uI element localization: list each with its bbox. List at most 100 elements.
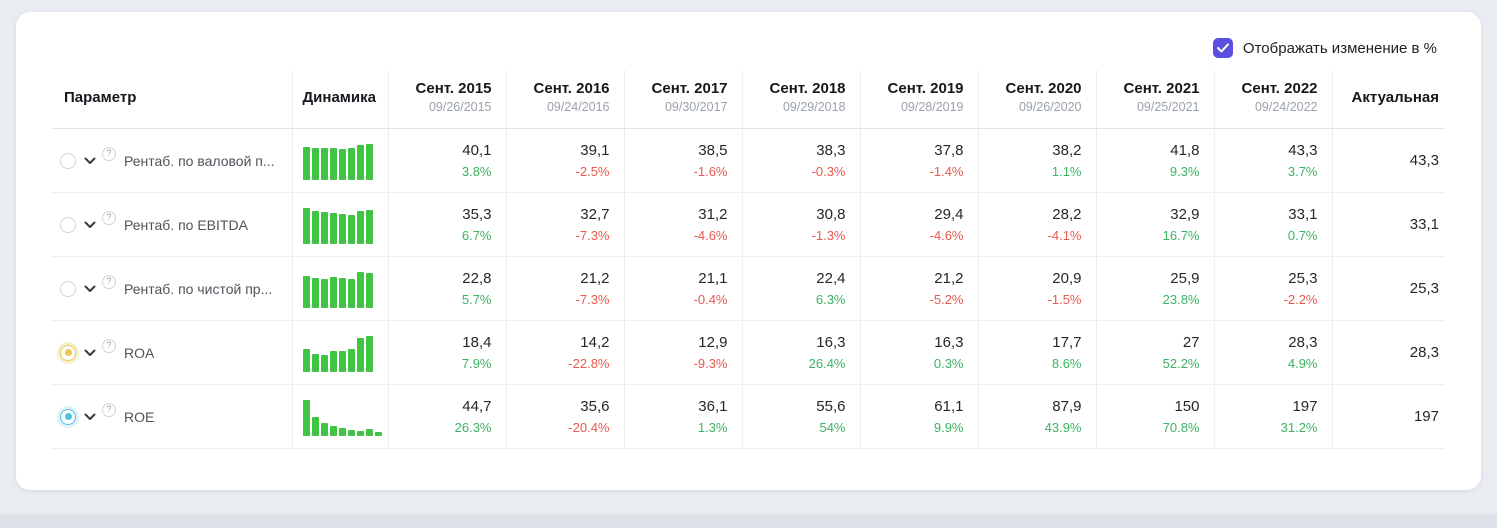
help-icon[interactable]: ? xyxy=(102,146,116,161)
period-date: 09/30/2017 xyxy=(664,100,728,114)
percent-change-toggle[interactable]: Отображать изменение в % xyxy=(1212,38,1437,58)
spark-bar xyxy=(320,354,328,372)
dynamics-cell xyxy=(291,320,388,385)
value-cell: 39,1 -2.5% xyxy=(505,128,624,193)
spark-bar xyxy=(347,147,355,180)
help-icon[interactable]: ? xyxy=(102,210,116,225)
col-header-period-2018: Сент. 2018 09/29/2018 xyxy=(741,70,860,129)
metric-value: 39,1 xyxy=(580,142,610,159)
sparkline-chart xyxy=(302,206,378,244)
metric-change: -2.5% xyxy=(575,164,610,179)
spark-bar xyxy=(302,275,310,308)
parameter-cell-content: ? ROE xyxy=(60,402,292,425)
spark-bar xyxy=(365,209,373,244)
col-header-period-2015: Сент. 2015 09/26/2015 xyxy=(387,70,506,129)
parameter-cell: ? ROA xyxy=(52,320,292,385)
chevron-down-icon[interactable] xyxy=(84,157,96,165)
metric-change: -22.8% xyxy=(568,356,610,371)
table-row[interactable]: ? Рентаб. по валовой п... 40,1 3.8% 39,1 -2.5… xyxy=(52,128,1445,193)
period-label: Сент. 2020 xyxy=(1005,80,1082,97)
spark-bar xyxy=(311,147,319,180)
value-cell: 16,3 0.3% xyxy=(859,320,978,385)
spark-bar xyxy=(338,350,346,372)
table-row[interactable]: ? Рентаб. по EBITDA 35,3 6.7% 32,7 -7.3% 31,2 -… xyxy=(52,192,1445,257)
help-icon[interactable]: ? xyxy=(102,338,116,353)
metric-change: 54% xyxy=(819,420,846,435)
metric-change: -1.5% xyxy=(1047,292,1082,307)
spark-bar xyxy=(356,337,364,372)
table-row[interactable]: ? ROA 18,4 7.9% 14,2 -22.8% 12,9 -9.3% 16,3 26.4%… xyxy=(52,320,1445,385)
metric-change: 1.1% xyxy=(1051,164,1082,179)
metric-change: 3.7% xyxy=(1287,164,1318,179)
value-cell: 35,6 -20.4% xyxy=(505,384,624,449)
metric-value: 35,6 xyxy=(580,398,610,415)
value-cell: 16,3 26.4% xyxy=(741,320,860,385)
parameter-name: Рентаб. по валовой п... xyxy=(124,152,275,169)
period-label: Сент. 2017 xyxy=(651,80,728,97)
value-cell: 43,3 3.7% xyxy=(1213,128,1332,193)
parameter-cell: ? ROE xyxy=(52,384,292,449)
chevron-down-icon[interactable] xyxy=(84,285,96,293)
actual-value-cell: 25,3 xyxy=(1331,256,1445,321)
period-label: Сент. 2018 xyxy=(769,80,846,97)
toggle-label: Отображать изменение в % xyxy=(1242,39,1437,57)
table-header-row: Параметр Динамика Сент. 2015 09/26/2015 Сент… xyxy=(52,70,1445,129)
radio-button[interactable] xyxy=(60,408,76,425)
metric-value: 40,1 xyxy=(462,142,492,159)
spark-bar xyxy=(320,147,328,180)
metric-value: 27 xyxy=(1182,334,1200,351)
metric-change: 6.3% xyxy=(815,292,846,307)
value-cell: 22,4 6.3% xyxy=(741,256,860,321)
spark-bar xyxy=(302,207,310,244)
metric-value: 33,1 xyxy=(1288,206,1318,223)
dynamics-cell xyxy=(291,384,388,449)
metric-value: 18,4 xyxy=(462,334,492,351)
table-row[interactable]: ? ROE 44,7 26.3% 35,6 -20.4% 36,1 1.3% 55,6 54% 61… xyxy=(52,384,1445,449)
help-icon[interactable]: ? xyxy=(102,402,116,417)
spark-bar xyxy=(302,146,310,180)
metric-value: 38,2 xyxy=(1052,142,1082,159)
value-cell: 33,1 0.7% xyxy=(1213,192,1332,257)
metric-value: 37,8 xyxy=(934,142,964,159)
metric-change: -0.4% xyxy=(693,292,728,307)
radio-button[interactable] xyxy=(60,152,76,169)
metric-change: 26.4% xyxy=(808,356,846,371)
value-cell: 22,8 5.7% xyxy=(387,256,506,321)
metrics-table: Параметр Динамика Сент. 2015 09/26/2015 Сент… xyxy=(52,70,1445,449)
value-cell: 28,3 4.9% xyxy=(1213,320,1332,385)
metric-change: 7.9% xyxy=(461,356,492,371)
value-cell: 197 31.2% xyxy=(1213,384,1332,449)
metric-value: 36,1 xyxy=(698,398,728,415)
radio-button[interactable] xyxy=(60,216,76,233)
chevron-down-icon[interactable] xyxy=(84,413,96,421)
metric-value: 87,9 xyxy=(1052,398,1082,415)
metric-change: 6.7% xyxy=(461,228,492,243)
help-icon[interactable]: ? xyxy=(102,274,116,289)
radio-button[interactable] xyxy=(60,344,76,361)
metric-value: 32,9 xyxy=(1170,206,1200,223)
metric-value: 150 xyxy=(1174,398,1200,415)
spark-bar xyxy=(356,210,364,244)
radio-button[interactable] xyxy=(60,280,76,297)
spark-bar xyxy=(365,143,373,180)
value-cell: 25,9 23.8% xyxy=(1095,256,1214,321)
metric-value: 38,5 xyxy=(698,142,728,159)
metric-change: -4.6% xyxy=(693,228,728,243)
checkbox-checked-icon[interactable] xyxy=(1212,38,1233,58)
metric-value: 17,7 xyxy=(1052,334,1082,351)
metric-change: -4.1% xyxy=(1047,228,1082,243)
spark-bar xyxy=(365,335,373,372)
chevron-down-icon[interactable] xyxy=(84,349,96,357)
table-row[interactable]: ? Рентаб. по чистой пр... 22,8 5.7% 21,2 -7.3… xyxy=(52,256,1445,321)
spark-bar xyxy=(320,422,328,436)
parameter-cell-content: ? Рентаб. по чистой пр... xyxy=(60,274,292,297)
spark-bar xyxy=(329,212,337,244)
spark-bar xyxy=(365,428,373,436)
col-header-period-2022: Сент. 2022 09/24/2022 xyxy=(1213,70,1332,129)
actual-value-cell: 28,3 xyxy=(1331,320,1445,385)
radio-dot xyxy=(64,413,72,420)
chevron-down-icon[interactable] xyxy=(84,221,96,229)
metric-change: 52.2% xyxy=(1162,356,1200,371)
table-body: ? Рентаб. по валовой п... 40,1 3.8% 39,1 -2.5… xyxy=(52,128,1445,449)
metric-change: -7.3% xyxy=(575,292,610,307)
